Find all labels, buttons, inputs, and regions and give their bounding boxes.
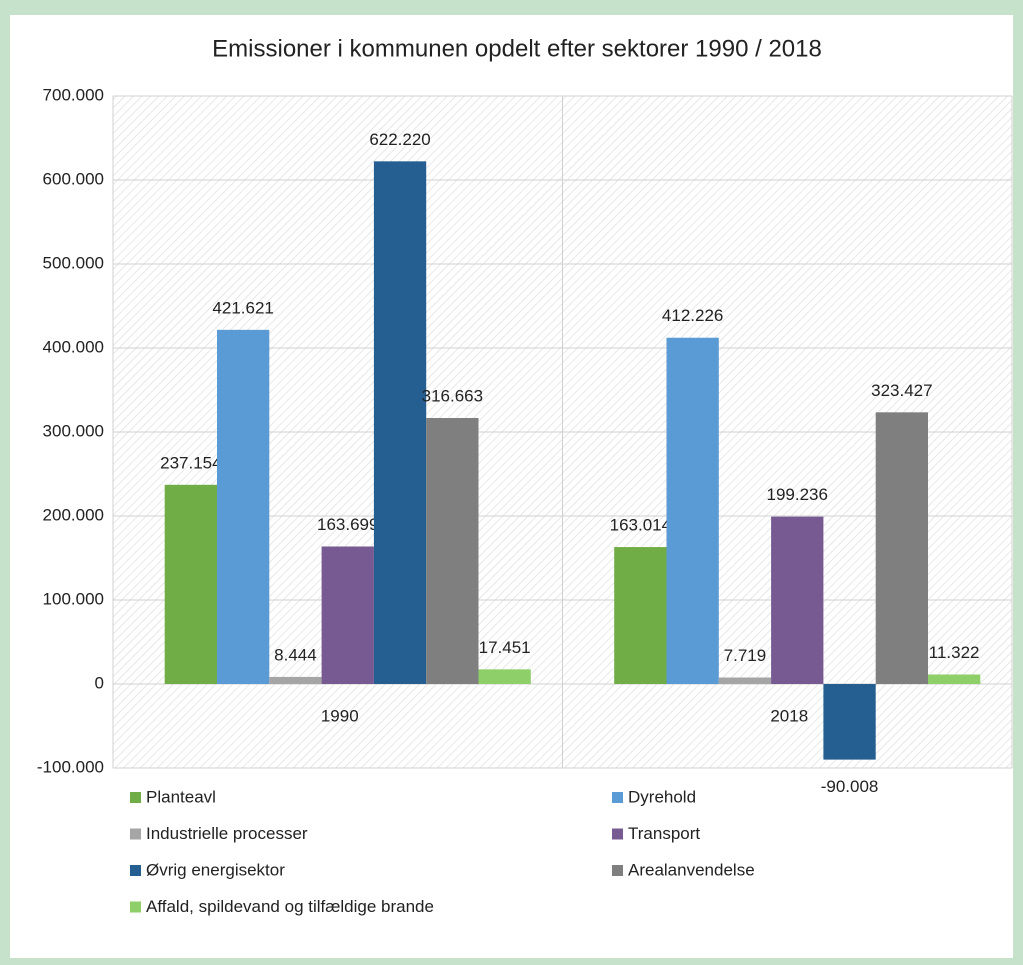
y-tick-label: 200.000 (43, 505, 104, 524)
bar (875, 412, 928, 684)
data-label: 17.451 (479, 638, 531, 657)
data-label: -90.008 (821, 777, 879, 796)
data-label: 11.322 (929, 643, 980, 662)
legend-label: Industrielle processer (146, 824, 308, 843)
y-tick-label: 600.000 (43, 169, 104, 188)
data-label: 163.014 (610, 516, 671, 535)
data-label: 237.154 (160, 453, 221, 472)
y-tick-label: 300.000 (43, 421, 104, 440)
legend-label: Arealanvendelse (628, 860, 755, 879)
y-tick-label: 100.000 (43, 589, 104, 608)
bar (321, 546, 374, 684)
bar (823, 684, 876, 760)
data-label: 316.663 (422, 386, 483, 405)
legend-swatch (130, 865, 141, 876)
bar (771, 516, 824, 684)
data-label: 421.621 (212, 298, 273, 317)
bar (217, 329, 270, 684)
x-tick-label: 2018 (770, 706, 808, 725)
legend-swatch (612, 865, 623, 876)
legend-label: Transport (628, 824, 700, 843)
data-label: 199.236 (767, 485, 828, 504)
bar (614, 547, 667, 684)
legend-swatch (130, 901, 141, 913)
y-tick-label: 500.000 (43, 253, 104, 272)
legend-label: Planteavl (146, 787, 216, 806)
bar (373, 161, 427, 684)
data-label: 163.699 (317, 515, 378, 534)
y-tick-label: 400.000 (43, 337, 104, 356)
legend-swatch (612, 792, 623, 803)
legend-label: Affald, spildevand og tilfældige brande (146, 897, 434, 916)
legend-swatch (130, 828, 141, 840)
y-tick-label: -100.000 (37, 757, 104, 776)
data-label: 7.719 (724, 646, 767, 665)
chart-title: Emissioner i kommunen opdelt efter sekto… (212, 35, 822, 62)
bar (928, 674, 981, 684)
bar (666, 337, 719, 684)
y-tick-label: 0 (95, 673, 104, 692)
legend-label: Øvrig energisektor (146, 860, 285, 879)
legend-swatch (612, 828, 623, 840)
legend-swatch (130, 792, 141, 803)
bar (164, 484, 217, 684)
x-tick-label: 1990 (321, 706, 359, 725)
bar (478, 669, 531, 684)
bar (269, 676, 322, 684)
data-label: 622.220 (369, 130, 430, 149)
bar (426, 418, 479, 684)
data-label: 412.226 (662, 306, 723, 325)
y-tick-label: 700.000 (43, 85, 104, 104)
data-label: 8.444 (274, 645, 317, 664)
bar (718, 677, 772, 684)
legend-label: Dyrehold (628, 787, 696, 806)
data-label: 323.427 (871, 381, 932, 400)
